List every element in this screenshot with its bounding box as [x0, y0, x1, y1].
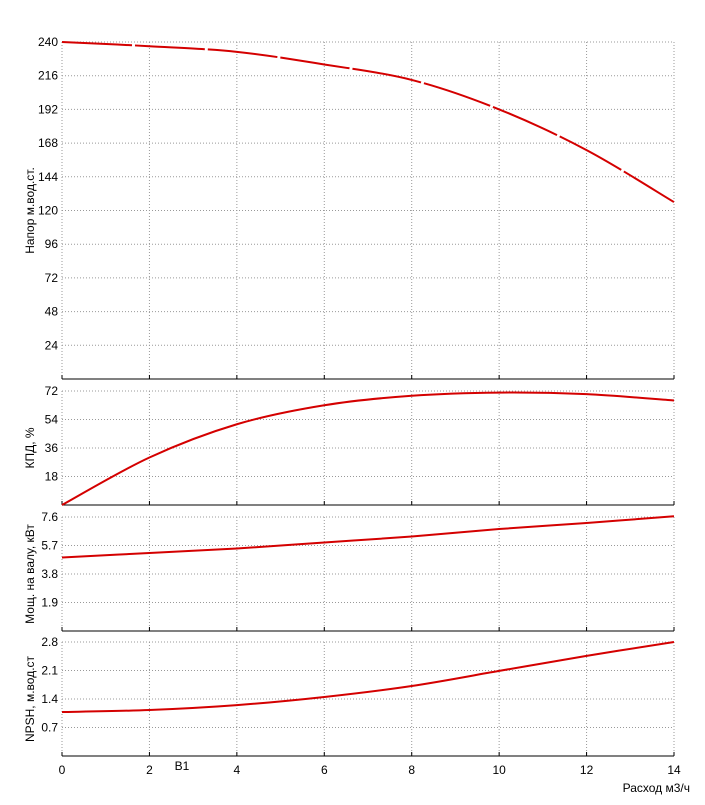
y-tick-label: 48	[45, 305, 59, 319]
y-tick-label: 3.8	[41, 567, 58, 581]
y-tick-label: 96	[45, 237, 59, 251]
y-tick-label: 168	[38, 136, 58, 150]
y-tick-label: 2.1	[41, 664, 58, 678]
y-tick-label: 1.9	[41, 596, 58, 610]
x-tick-label: 2	[146, 763, 153, 777]
x-tick-label: 10	[492, 763, 506, 777]
x-tick-label: 14	[667, 763, 681, 777]
x-tick-label: 0	[59, 763, 66, 777]
y-tick-label: 18	[45, 470, 59, 484]
y-tick-label: 54	[45, 413, 59, 427]
y-tick-label: 1.4	[41, 692, 58, 706]
y-tick-label: 0.7	[41, 721, 58, 735]
y-tick-label: 144	[38, 170, 58, 184]
y-tick-label: 216	[38, 69, 58, 83]
curve	[61, 641, 675, 714]
y-tick-label: 7.6	[41, 510, 58, 524]
legend-label: B1	[175, 759, 190, 773]
x-tick-label: 12	[580, 763, 594, 777]
x-tick-label: 6	[321, 763, 328, 777]
x-tick-label: 4	[234, 763, 241, 777]
curve	[61, 41, 675, 203]
y-tick-label: 5.7	[41, 539, 58, 553]
y-tick-label: 240	[38, 35, 58, 49]
y-tick-label: 192	[38, 102, 58, 116]
y-axis-label: Напор м.вод.ст.	[23, 167, 37, 254]
y-axis-label: КПД, %	[23, 427, 37, 468]
y-tick-label: 2.8	[41, 635, 58, 649]
curve	[61, 391, 675, 506]
x-axis-label: Расход м3/ч	[623, 781, 690, 795]
curve	[61, 515, 675, 559]
y-axis-label: NPSH, м.вод.ст	[23, 655, 37, 742]
y-tick-label: 72	[45, 271, 59, 285]
y-tick-label: 72	[45, 384, 59, 398]
y-tick-label: 36	[45, 441, 59, 455]
y-tick-label: 24	[45, 338, 59, 352]
y-tick-label: 120	[38, 204, 58, 218]
y-axis-label: Мощ. на валу, кВт	[23, 524, 37, 624]
x-tick-label: 8	[408, 763, 415, 777]
